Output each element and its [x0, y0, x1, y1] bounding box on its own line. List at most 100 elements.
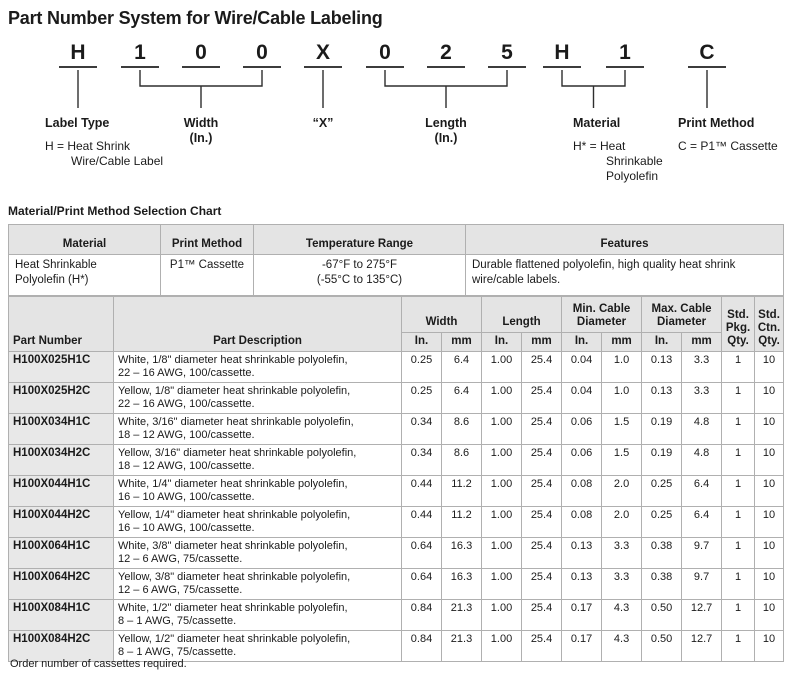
legend-x: “X”	[313, 116, 334, 131]
part-number-cell: H100X064H1C	[8, 537, 114, 569]
max-in-cell: 0.50	[641, 630, 683, 662]
pn-char-print: C	[699, 41, 715, 64]
min-mm-cell: 3.3	[601, 568, 643, 600]
length-in-cell: 1.00	[481, 599, 523, 631]
pkg-qty-cell: 1	[721, 506, 756, 538]
table-row: H100X044H2C Yellow, 1/4" diameter heat s…	[8, 506, 785, 538]
material-cell: Heat Shrinkable Polyolefin (H*)	[8, 254, 161, 296]
material-line3: Polyolefin	[606, 169, 659, 183]
table-row: H100X064H1C White, 3/8" diameter heat sh…	[8, 537, 785, 569]
ctn-qty-cell: 10	[754, 506, 785, 538]
col-header-part-description: Part Description	[113, 296, 402, 352]
width-in-cell: 0.44	[401, 506, 442, 538]
char-underline	[59, 66, 97, 68]
width-title: Width	[183, 116, 219, 130]
pn-char-width-2: 0	[195, 41, 207, 64]
width-mm-cell: 6.4	[440, 382, 483, 414]
sub-header-width-in: In.	[401, 332, 442, 352]
width-mm-cell: 8.6	[440, 413, 483, 445]
length-mm-cell: 25.4	[521, 568, 563, 600]
min-in-cell: 0.13	[561, 537, 603, 569]
min-in-cell: 0.06	[561, 413, 603, 445]
pkg-qty-cell: 1	[721, 351, 756, 383]
width-in-cell: 0.64	[401, 568, 442, 600]
pkg-qty-cell: 1	[721, 475, 756, 507]
length-mm-cell: 25.4	[521, 351, 563, 383]
max-in-cell: 0.25	[641, 506, 683, 538]
max-mm-cell: 6.4	[681, 475, 723, 507]
length-title: Length	[425, 116, 467, 130]
features-cell: Durable flattened polyolefin, high quali…	[465, 254, 784, 296]
table-row: H100X034H1C White, 3/16" diameter heat s…	[8, 413, 785, 445]
part-description-cell: Yellow, 1/8" diameter heat shrinkable po…	[113, 382, 402, 414]
length-in-cell: 1.00	[481, 537, 523, 569]
min-mm-cell: 4.3	[601, 599, 643, 631]
col-header-width: Width	[400, 296, 483, 333]
char-underline	[182, 66, 220, 68]
sub-header-min-in: In.	[561, 332, 603, 352]
material-title: Material	[573, 116, 621, 130]
pn-char-x: X	[315, 41, 331, 64]
max-in-cell: 0.38	[641, 568, 683, 600]
pn-char-length-1: 0	[379, 41, 391, 64]
max-mm-cell: 9.7	[681, 568, 723, 600]
ctn-qty-cell: 10	[754, 630, 785, 662]
length-unit: (In.)	[434, 131, 458, 145]
min-in-cell: 0.08	[561, 475, 603, 507]
col-header-print-method: Print Method	[160, 224, 254, 255]
min-in-cell: 0.04	[561, 351, 603, 383]
parts-table-group-header-row: Part Number Part Description Width Lengt…	[8, 296, 785, 352]
part-description-cell: White, 1/8" diameter heat shrinkable pol…	[113, 351, 402, 383]
pn-char-length-3: 5	[501, 41, 513, 64]
ctn-qty-cell: 10	[754, 537, 785, 569]
max-in-cell: 0.38	[641, 537, 683, 569]
length-in-cell: 1.00	[481, 351, 523, 383]
min-in-cell: 0.08	[561, 506, 603, 538]
label-type-title: Label Type	[45, 116, 110, 130]
pn-char-width-1: 1	[134, 41, 146, 64]
part-number-cell: H100X034H1C	[8, 413, 114, 445]
length-in-cell: 1.00	[481, 413, 523, 445]
length-in-cell: 1.00	[481, 630, 523, 662]
table-row: H100X025H1C White, 1/8" diameter heat sh…	[8, 351, 785, 383]
width-in-cell: 0.34	[401, 413, 442, 445]
part-description-cell: Yellow, 3/8" diameter heat shrinkable po…	[113, 568, 402, 600]
min-in-cell: 0.04	[561, 382, 603, 414]
char-underline	[427, 66, 465, 68]
print-method-cell: P1™ Cassette	[160, 254, 254, 296]
print-method-title: Print Method	[678, 116, 755, 130]
diagram-connector-lines	[77, 70, 708, 108]
width-in-cell: 0.64	[401, 537, 442, 569]
col-header-part-number: Part Number	[8, 296, 114, 352]
min-mm-cell: 4.3	[601, 630, 643, 662]
part-number-cell: H100X044H1C	[8, 475, 114, 507]
material-line2: Shrinkable	[606, 154, 663, 168]
min-mm-cell: 1.0	[601, 382, 643, 414]
min-mm-cell: 1.5	[601, 444, 643, 476]
legend-width: Width (In.)	[184, 116, 219, 146]
selection-chart-heading: Material/Print Method Selection Chart	[8, 204, 222, 218]
max-mm-cell: 3.3	[681, 382, 723, 414]
sub-header-max-in: In.	[641, 332, 683, 352]
col-header-std-pkg-qty: Std. Pkg. Qty.	[721, 296, 756, 352]
legend-length: Length (In.)	[425, 116, 467, 146]
max-in-cell: 0.19	[641, 413, 683, 445]
min-mm-cell: 1.5	[601, 413, 643, 445]
material-print-method-table: Material Print Method Temperature Range …	[8, 224, 784, 296]
char-underline	[366, 66, 404, 68]
col-header-features: Features	[465, 224, 784, 255]
max-mm-cell: 4.8	[681, 413, 723, 445]
part-description-cell: White, 1/2" diameter heat shrinkable pol…	[113, 599, 402, 631]
char-underline	[606, 66, 644, 68]
part-description-cell: Yellow, 1/2" diameter heat shrinkable po…	[113, 630, 402, 662]
max-in-cell: 0.50	[641, 599, 683, 631]
sub-header-min-mm: mm	[601, 332, 643, 352]
ctn-qty-cell: 10	[754, 382, 785, 414]
ctn-qty-cell: 10	[754, 568, 785, 600]
length-mm-cell: 25.4	[521, 444, 563, 476]
max-mm-cell: 12.7	[681, 599, 723, 631]
table-row: H100X025H2C Yellow, 1/8" diameter heat s…	[8, 382, 785, 414]
min-in-cell: 0.17	[561, 630, 603, 662]
width-mm-cell: 6.4	[440, 351, 483, 383]
length-mm-cell: 25.4	[521, 506, 563, 538]
